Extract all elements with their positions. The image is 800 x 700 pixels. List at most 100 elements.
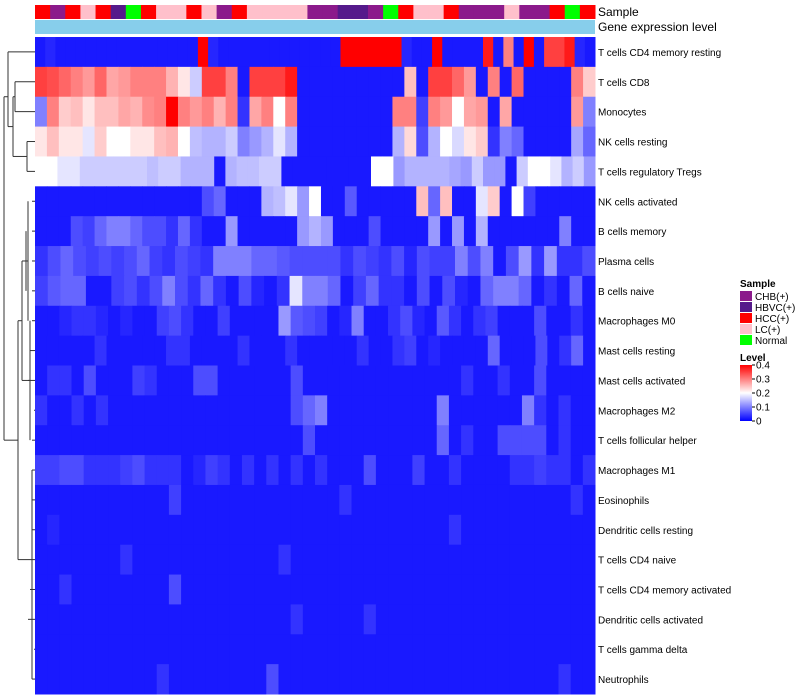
heatmap-cell: [509, 425, 523, 456]
heatmap-cell: [582, 275, 596, 307]
heatmap-cell: [582, 604, 596, 635]
heatmap-cell: [404, 216, 417, 247]
heatmap-cell: [518, 246, 532, 277]
legend-sample-swatch: [740, 302, 752, 312]
heatmap-cell: [200, 246, 214, 277]
heatmap-cell: [558, 514, 572, 546]
heatmap-cell: [509, 305, 523, 337]
heatmap-cell: [583, 126, 596, 157]
row-label: Monocytes: [598, 108, 646, 119]
heatmap-cell: [94, 126, 107, 157]
heatmap-cell: [424, 305, 438, 337]
heatmap-cell: [440, 96, 453, 128]
heatmap-cell: [350, 37, 362, 68]
sample-track-cell: [140, 5, 157, 19]
heatmap-cell: [424, 484, 438, 516]
heatmap-cell: [571, 126, 584, 157]
heatmap-cell: [509, 574, 523, 605]
heatmap-cell: [375, 664, 389, 695]
heatmap-cell: [487, 335, 501, 366]
heatmap-cell: [521, 514, 535, 546]
legend-sample-entries: CHB(+)HBVC(+)HCC(+)LC(+)Normal: [740, 291, 795, 347]
heatmap-cell: [181, 455, 194, 486]
sample-track-cell: [322, 5, 339, 19]
heatmap-cell: [259, 37, 270, 68]
heatmap-cell: [356, 186, 370, 217]
heatmap-cell: [273, 335, 286, 366]
heatmap-cell: [229, 634, 243, 665]
heatmap-cell: [278, 305, 292, 337]
heatmap-cell: [156, 634, 170, 665]
heatmap-cell: [534, 305, 547, 337]
heatmap-cell: [559, 216, 572, 247]
heatmap-cell: [35, 37, 46, 68]
heatmap-cell: [35, 66, 48, 98]
heatmap-cell: [452, 335, 465, 366]
heatmap-cell: [156, 425, 170, 456]
heatmap-cell: [83, 604, 97, 635]
heatmap-cell: [356, 335, 370, 366]
heatmap-cell: [120, 514, 133, 546]
heatmap-cell: [254, 425, 267, 456]
heatmap-cell: [156, 574, 170, 605]
heatmap-cell: [203, 156, 215, 187]
heatmap-cell: [570, 484, 584, 516]
heatmap-cell: [344, 216, 358, 247]
heatmap-cell: [497, 574, 511, 605]
heatmap-cell: [187, 275, 201, 307]
heatmap-cell: [463, 186, 477, 217]
heatmap-cell: [147, 37, 158, 68]
heatmap-cell: [94, 186, 107, 217]
heatmap-cell: [571, 216, 584, 247]
heatmap-cell: [281, 156, 294, 187]
heatmap-cell: [339, 574, 353, 605]
heatmap-cell: [237, 96, 250, 128]
heatmap-cell: [111, 275, 125, 307]
heatmap-cell: [266, 544, 279, 576]
heatmap-cell: [400, 634, 413, 665]
heatmap-cell: [132, 484, 146, 516]
heatmap-cell: [35, 484, 48, 516]
heatmap-cell: [546, 365, 559, 396]
heatmap-cell: [108, 634, 121, 665]
row-label: NK cells activated: [598, 197, 677, 208]
heatmap-cell: [181, 604, 194, 635]
heatmap-cell: [168, 484, 182, 516]
heatmap-cell: [327, 574, 340, 605]
heatmap-cell: [424, 574, 438, 605]
heatmap-cell: [564, 37, 576, 68]
heatmap-cell: [168, 395, 182, 426]
heatmap-cell: [144, 544, 158, 576]
sample-track-cell: [579, 5, 596, 19]
heatmap-cell: [428, 96, 441, 128]
heatmap-cell: [327, 425, 340, 456]
heatmap-cell: [448, 664, 462, 695]
heatmap-cell: [302, 305, 316, 337]
heatmap-cell: [144, 634, 158, 665]
heatmap-cell: [309, 216, 322, 247]
heatmap-cell: [440, 126, 453, 157]
heatmap-cell: [412, 365, 426, 396]
heatmap-cell: [416, 275, 431, 307]
heatmap-cell: [118, 66, 131, 98]
heatmap-cell: [499, 66, 513, 98]
heatmap-cell: [583, 156, 596, 187]
heatmap-cell: [368, 186, 382, 217]
sample-track-cell: [307, 5, 324, 19]
heatmap-cell: [213, 66, 227, 98]
heatmap-cell: [388, 425, 401, 456]
heatmap-cell: [83, 664, 97, 695]
heatmap-cell: [217, 455, 231, 486]
heatmap-cell: [442, 275, 456, 307]
heatmap-cell: [193, 305, 206, 337]
heatmap-cell: [132, 664, 146, 695]
heatmap-cell: [404, 96, 417, 128]
heatmap-cell: [448, 574, 462, 605]
heatmap-cell: [106, 37, 117, 68]
heatmap-cell: [315, 484, 328, 516]
heatmap-cell: [375, 514, 389, 546]
heatmap-cell: [558, 365, 572, 396]
heatmap-cell: [448, 544, 462, 576]
heatmap-cell: [47, 455, 60, 486]
heatmap-cell: [71, 425, 85, 456]
